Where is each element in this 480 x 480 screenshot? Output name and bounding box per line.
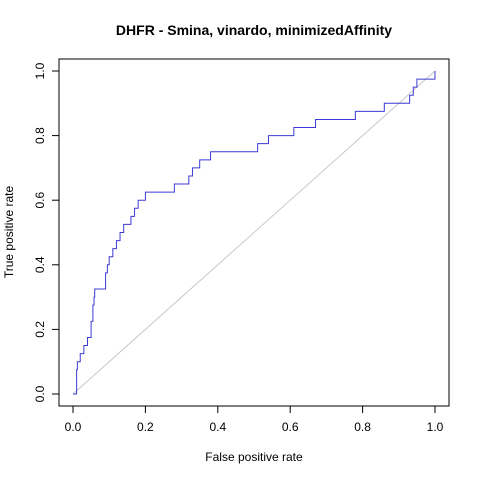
y-tick-label: 0.2 — [33, 321, 47, 338]
y-axis: 0.0 0.2 0.4 0.6 0.8 1.0 — [33, 62, 60, 402]
x-tick-label: 0.2 — [137, 420, 154, 434]
x-tick-label: 0.0 — [65, 420, 82, 434]
roc-curve — [73, 71, 436, 395]
chart-title: DHFR - Smina, vinardo, minimizedAffinity — [116, 22, 392, 38]
y-tick-label: 0.4 — [33, 256, 47, 273]
y-tick-label: 0.0 — [33, 385, 47, 402]
y-tick-label: 0.8 — [33, 127, 47, 144]
y-tick-label: 0.6 — [33, 192, 47, 209]
x-tick-label: 0.6 — [282, 420, 299, 434]
x-tick-label: 1.0 — [427, 420, 444, 434]
x-tick-label: 0.8 — [354, 420, 371, 434]
x-axis: 0.0 0.2 0.4 0.6 0.8 1.0 — [65, 405, 444, 434]
x-axis-label: False positive rate — [205, 450, 303, 464]
x-tick-label: 0.4 — [209, 420, 226, 434]
y-axis-label: True positive rate — [2, 186, 16, 279]
y-tick-label: 1.0 — [33, 62, 47, 79]
reference-diagonal — [72, 70, 436, 395]
